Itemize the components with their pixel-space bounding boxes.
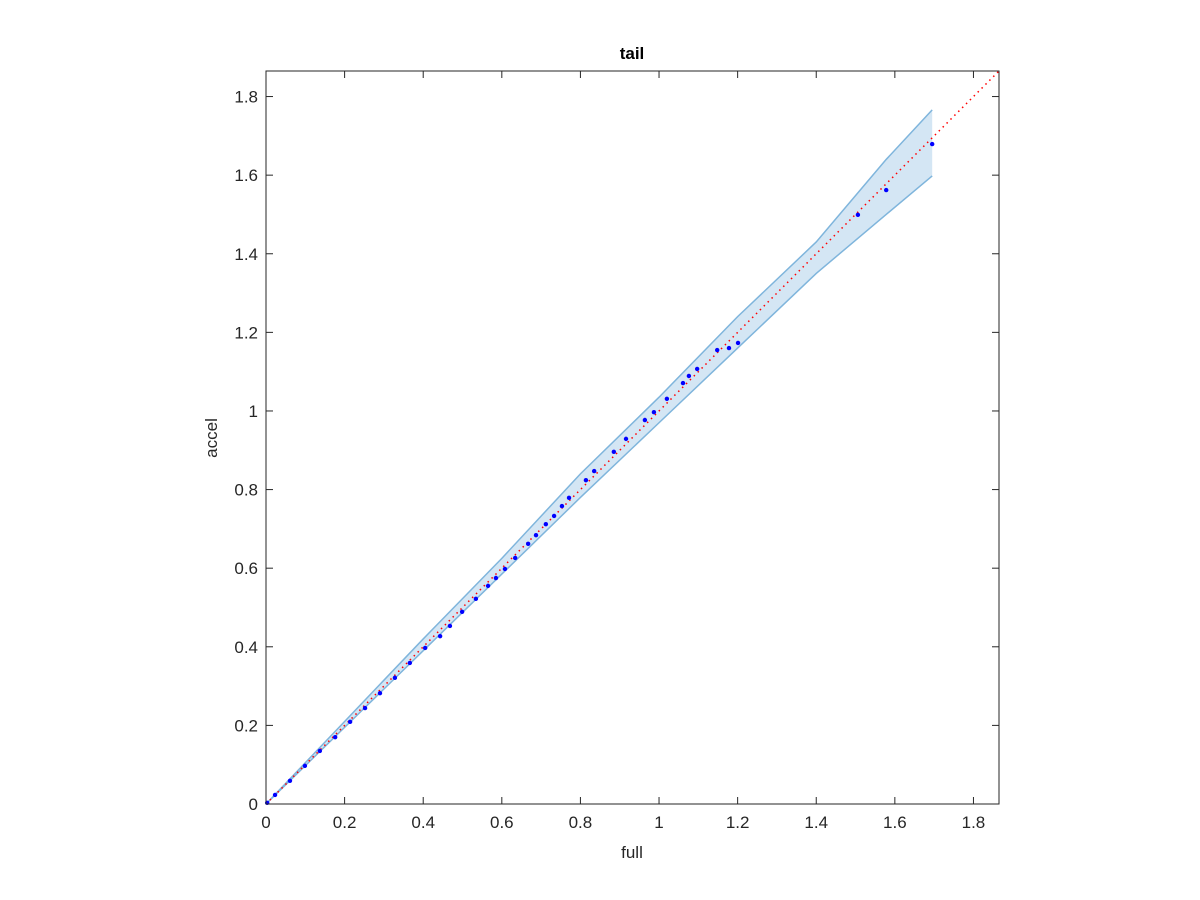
point bbox=[591, 468, 597, 474]
point bbox=[287, 778, 293, 784]
axes-box bbox=[265, 70, 1000, 805]
point bbox=[377, 690, 383, 696]
point bbox=[272, 792, 278, 798]
point bbox=[493, 575, 499, 581]
point bbox=[686, 373, 692, 379]
point bbox=[332, 734, 338, 740]
y-tick-label: 1.2 bbox=[234, 323, 258, 342]
y-tick-label: 0.8 bbox=[234, 481, 258, 500]
point bbox=[317, 748, 323, 754]
point bbox=[447, 623, 453, 629]
x-tick-label: 1.2 bbox=[726, 813, 750, 832]
x-tick-label: 1 bbox=[654, 813, 663, 832]
x-tick-label: 0.6 bbox=[490, 813, 514, 832]
y-tick-label: 0.2 bbox=[234, 716, 258, 735]
x-axis-label: full bbox=[621, 843, 643, 862]
point bbox=[694, 366, 700, 372]
x-tick-label: 0.4 bbox=[411, 813, 435, 832]
x-tick-label: 0.8 bbox=[569, 813, 593, 832]
x-tick-label: 0 bbox=[261, 813, 270, 832]
y-tick-label: 1.4 bbox=[234, 245, 258, 264]
point bbox=[551, 513, 557, 519]
point bbox=[714, 347, 720, 353]
point bbox=[392, 675, 398, 681]
chart-title: tail bbox=[620, 44, 645, 63]
point bbox=[543, 521, 549, 527]
point bbox=[362, 705, 368, 711]
point bbox=[459, 609, 465, 615]
point bbox=[502, 566, 508, 572]
point bbox=[664, 396, 670, 401]
point bbox=[566, 495, 572, 501]
point bbox=[512, 555, 518, 561]
point bbox=[884, 187, 889, 193]
point bbox=[473, 596, 479, 602]
point bbox=[347, 719, 353, 725]
point bbox=[726, 345, 732, 351]
point bbox=[680, 380, 686, 386]
point bbox=[302, 763, 308, 769]
point bbox=[651, 409, 657, 415]
point bbox=[533, 532, 539, 538]
confidence-band bbox=[266, 109, 933, 805]
point bbox=[437, 633, 443, 639]
y-tick-label: 1.8 bbox=[234, 88, 258, 107]
point bbox=[611, 449, 617, 455]
band-upper bbox=[265, 109, 933, 805]
x-tick-label: 1.4 bbox=[804, 813, 828, 832]
point bbox=[485, 583, 491, 589]
point bbox=[407, 660, 413, 666]
y-axis-label: accel bbox=[202, 418, 221, 458]
y-tick-label: 1 bbox=[249, 402, 258, 421]
reference-line bbox=[265, 70, 1000, 805]
x-tick-label: 1.6 bbox=[883, 813, 907, 832]
point bbox=[525, 541, 531, 547]
y-tick-label: 0.4 bbox=[234, 638, 258, 657]
point bbox=[735, 340, 741, 346]
y-tick-label: 0 bbox=[249, 795, 258, 814]
point bbox=[559, 503, 565, 509]
point bbox=[929, 141, 935, 147]
point bbox=[583, 477, 589, 483]
point bbox=[623, 436, 629, 442]
band-lower bbox=[265, 175, 933, 805]
point bbox=[855, 212, 861, 218]
x-tick-label: 0.2 bbox=[333, 813, 357, 832]
y-tick-label: 0.6 bbox=[234, 559, 258, 578]
y-tick-label: 1.6 bbox=[234, 166, 258, 185]
point bbox=[422, 645, 428, 651]
x-tick-label: 1.8 bbox=[962, 813, 986, 832]
point bbox=[642, 417, 648, 423]
